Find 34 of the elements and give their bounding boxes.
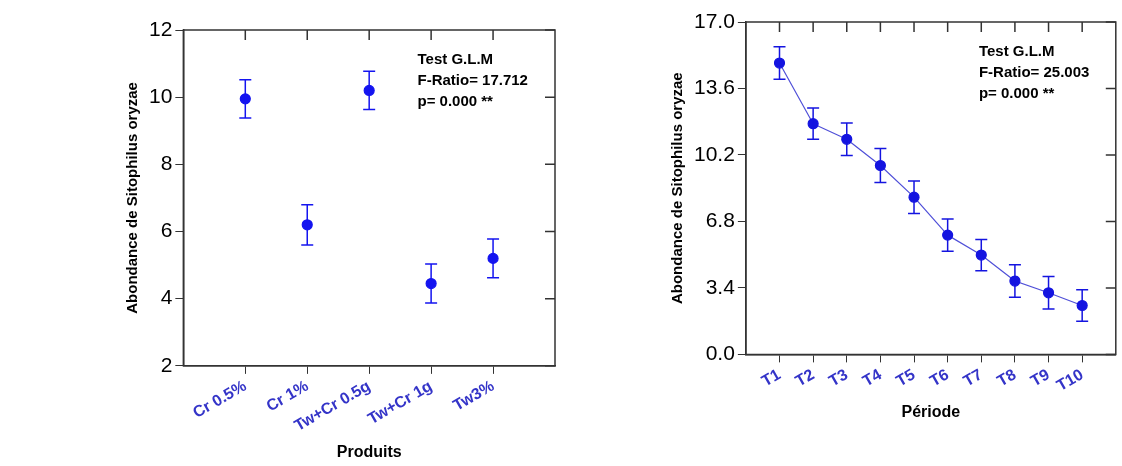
y-tick-label: 10 [149,83,173,107]
x-tick-label: Cr 1% [263,376,311,415]
y-axis-title: Abondance de Sitophilus oryzae [668,72,686,305]
y-tick-label: 10.2 [694,141,735,165]
x-tick-label: T9 [1027,365,1053,390]
x-tick-label: T5 [893,365,918,390]
y-tick-label: 0.0 [705,341,735,365]
x-tick-label: Cr 0.5% [189,376,249,421]
x-tick-label: T7 [960,365,986,390]
y-tick-label: 8 [160,151,173,175]
y-axis-title: Abondance de Sitophilus oryzae [123,82,141,314]
y-tick-label: 6.8 [705,208,735,232]
x-tick-label: T2 [792,365,817,390]
x-tick-label: T10 [1053,365,1086,394]
annotation: F-Ratio= 25.003 [978,62,1090,80]
annotation: p= 0.000 ** [978,83,1055,101]
x-axis-title: Période [901,402,961,420]
y-tick-label: 17.0 [694,8,735,32]
x-tick-label: T8 [993,365,1019,390]
x-axis-title: Produits [336,442,402,460]
y-tick-label: 13.6 [694,75,735,99]
annotation: Test G.L.M [978,41,1055,59]
y-tick-label: 2 [160,352,173,376]
x-tick-label: T3 [825,365,851,390]
y-tick-label: 4 [160,285,173,309]
x-tick-label: T1 [758,365,784,390]
annotation: F-Ratio= 17.712 [417,70,528,88]
annotation: p= 0.000 ** [417,91,494,109]
x-tick-label: T6 [926,365,952,390]
x-tick-label: T4 [859,365,885,390]
annotation: Test G.L.M [417,49,494,67]
y-tick-label: 3.4 [705,274,736,298]
y-tick-label: 6 [160,218,173,242]
y-tick-label: 12 [149,16,173,40]
